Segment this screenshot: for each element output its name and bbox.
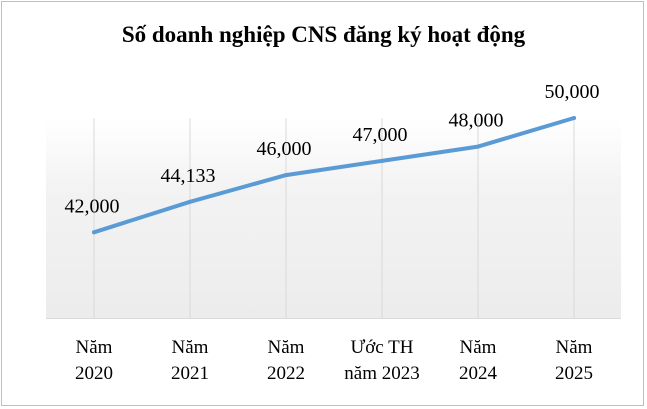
x-tick-label-2-1: 2022	[267, 363, 305, 384]
data-point-5	[572, 116, 576, 120]
series-line	[92, 116, 576, 235]
data-point-2	[284, 173, 288, 178]
data-point-0	[92, 230, 96, 235]
data-label-4: 48,000	[449, 110, 504, 132]
data-point-1	[188, 199, 192, 204]
x-tick-label-4-1: 2024	[459, 363, 498, 384]
data-label-2: 46,000	[257, 138, 312, 160]
x-tick-label-5-1: 2025	[555, 363, 593, 384]
x-tick-label-2-0: Năm	[268, 337, 305, 358]
x-tick-label-1-0: Năm	[172, 337, 209, 358]
x-tick-label-3-0: Ước TH	[351, 337, 414, 358]
plot-area	[46, 118, 621, 318]
data-label-5: 50,000	[545, 81, 600, 103]
chart-title: Số doanh nghiệp CNS đăng ký hoạt động	[121, 22, 526, 47]
data-label-3: 47,000	[353, 124, 408, 146]
data-label-1: 44,133	[161, 165, 216, 187]
x-tick-label-3-1: năm 2023	[344, 363, 419, 384]
x-tick-label-4-0: Năm	[460, 337, 497, 358]
x-tick-label-0-1: 2020	[75, 363, 113, 384]
x-tick-label-0-0: Năm	[76, 337, 113, 358]
data-label-0: 42,000	[65, 195, 120, 217]
x-tick-label-1-1: 2021	[171, 363, 209, 384]
data-point-4	[476, 144, 480, 149]
data-point-3	[380, 158, 384, 163]
x-tick-label-5-0: Năm	[556, 337, 593, 358]
